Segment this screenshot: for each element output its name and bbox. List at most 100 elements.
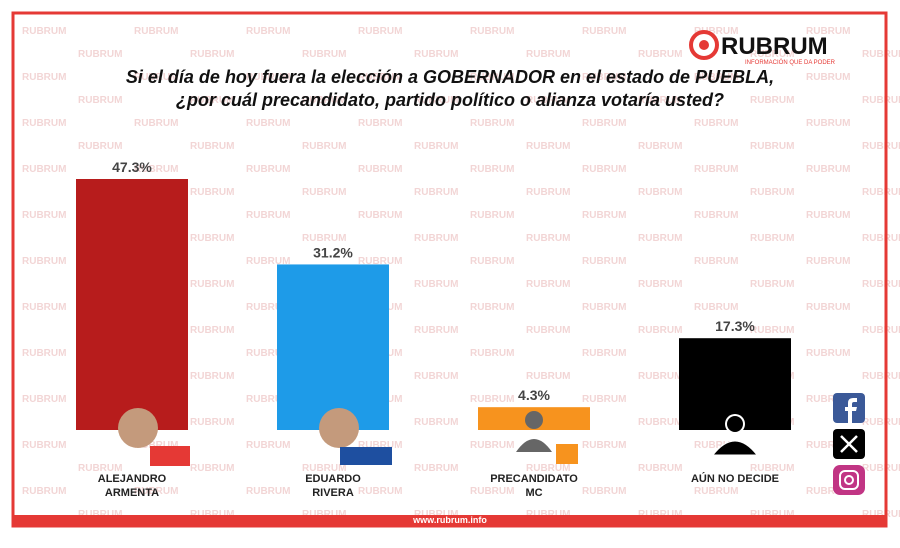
watermark-text: RUBRUM [526,325,570,336]
watermark-text: RUBRUM [750,95,794,106]
watermark-text: RUBRUM [862,463,900,474]
watermark-text: RUBRUM [78,509,122,520]
watermark-text: RUBRUM [22,164,66,175]
watermark-text: RUBRUM [750,325,794,336]
watermark-text: RUBRUM [470,26,514,37]
watermark-text: RUBRUM [22,72,66,83]
watermark-text: RUBRUM [526,187,570,198]
watermark-text: RUBRUM [470,256,514,267]
watermark-text: RUBRUM [526,279,570,290]
watermark-text: RUBRUM [470,348,514,359]
watermark-text: RUBRUM [638,95,682,106]
watermark-text: RUBRUM [694,118,738,129]
watermark-text: RUBRUM [190,233,234,244]
instagram-icon[interactable] [833,465,865,495]
watermark-text: RUBRUM [862,233,900,244]
watermark-text: RUBRUM [190,417,234,428]
watermark-text: RUBRUM [470,118,514,129]
watermark-text: RUBRUM [78,141,122,152]
watermark-text: RUBRUM [862,49,900,60]
watermark-text: RUBRUM [78,49,122,60]
watermark-text: RUBRUM [638,141,682,152]
watermark-text: RUBRUM [582,26,626,37]
avatars [118,408,759,466]
watermark-text: RUBRUM [134,72,178,83]
watermark-text: RUBRUM [582,348,626,359]
watermark-text: RUBRUM [638,371,682,382]
facebook-glyph [845,398,857,423]
watermark-text: RUBRUM [638,463,682,474]
watermark-text: RUBRUM [302,187,346,198]
value-label: 47.3% [112,159,152,175]
watermark-text: RUBRUM [358,26,402,37]
watermark-text: RUBRUM [78,95,122,106]
watermark-text: RUBRUM [134,164,178,175]
watermark-text: RUBRUM [582,302,626,313]
watermark-text: RUBRUM [582,486,626,497]
watermark-text: RUBRUM [134,118,178,129]
watermark-text: RUBRUM [806,394,850,405]
watermark-text: RUBRUM [358,486,402,497]
watermark-text: RUBRUM [582,72,626,83]
watermark-text: RUBRUM [470,302,514,313]
watermark-text: RUBRUM [246,440,290,451]
watermark-text: RUBRUM [22,26,66,37]
watermark-text: RUBRUM [526,141,570,152]
watermark-text: RUBRUM [190,187,234,198]
watermark-text: RUBRUM [806,118,850,129]
avatar [727,416,743,432]
watermark-text: RUBRUM [190,463,234,474]
watermark-text: RUBRUM [358,118,402,129]
watermark-text: RUBRUM [22,440,66,451]
watermark-text: RUBRUM [750,279,794,290]
watermark-text: RUBRUM [582,394,626,405]
watermark-text: RUBRUM [694,302,738,313]
watermark-text: RUBRUM [22,118,66,129]
footer-bar [13,515,886,527]
watermark-text: RUBRUM [358,210,402,221]
watermark-text: RUBRUM [358,256,402,267]
watermark-text: RUBRUM [246,164,290,175]
logo-ring [689,30,719,60]
watermark-text: RUBRUM [414,141,458,152]
watermark-text: RUBRUM [470,394,514,405]
value-label: 17.3% [715,318,755,334]
watermark-text: RUBRUM [22,256,66,267]
watermark-text: RUBRUM [246,486,290,497]
watermark-text: RUBRUM [862,509,900,520]
watermark-text: RUBRUM [806,348,850,359]
watermark-text: RUBRUM [638,233,682,244]
watermark-text: RUBRUM [22,394,66,405]
watermark-text: RUBRUM [806,256,850,267]
watermark-text: RUBRUM [302,233,346,244]
avatar [525,411,543,429]
watermark-text: RUBRUM [22,486,66,497]
category-label: ALEJANDRO ARMENTA [97,473,167,499]
watermark-text: RUBRUM [246,26,290,37]
watermark-text: RUBRUM [582,210,626,221]
watermark-text: RUBRUM [862,187,900,198]
watermark-text: RUBRUM [190,95,234,106]
watermark-text: RUBRUM [134,486,178,497]
watermark-text: RUBRUM [246,348,290,359]
instagram-glyph [839,470,859,490]
watermark-text: RUBRUM [190,279,234,290]
watermark-text: RUBRUM [862,417,900,428]
watermark-text: RUBRUM [470,164,514,175]
watermark-text: RUBRUM [526,95,570,106]
party-logo [150,446,190,466]
watermark-text: RUBRUM [302,463,346,474]
watermark-text: RUBRUM [414,325,458,336]
watermark-text: RUBRUM [750,509,794,520]
watermark-text: RUBRUM [862,95,900,106]
watermark-text: RUBRUM [414,49,458,60]
watermark-text: RUBRUM [862,279,900,290]
watermark-text: RUBRUM [526,463,570,474]
watermark-text: RUBRUM [694,26,738,37]
bar [76,179,188,430]
watermark-text: RUBRUM [638,417,682,428]
brand: RUBRUM [721,33,828,60]
watermark-text: RUBRUM [750,463,794,474]
watermark-text: RUBRUM [134,440,178,451]
